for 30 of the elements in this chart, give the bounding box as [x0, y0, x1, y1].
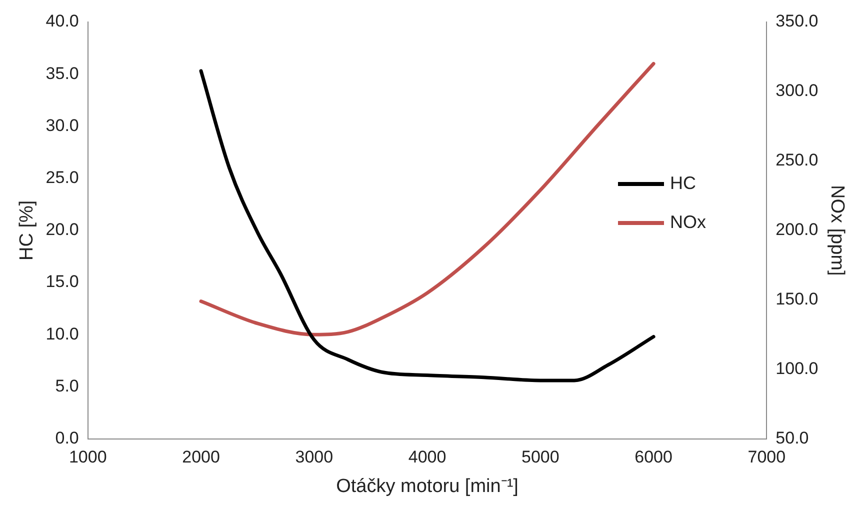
x-tick-label: 3000 — [295, 448, 334, 467]
y-tick-label: 0.0 — [55, 428, 79, 448]
y-axis-title: HC [%] — [16, 200, 38, 260]
y-tick-label: 15.0 — [46, 272, 79, 292]
y-tick-label: 20.0 — [46, 220, 79, 240]
x-tick-label: 6000 — [634, 448, 672, 467]
legend-label: NOx — [670, 212, 706, 233]
y-tick-label: 40.0 — [46, 12, 79, 31]
y-tick-label: 5.0 — [55, 376, 79, 396]
line-series — [199, 69, 656, 382]
y-tick-label: 10.0 — [46, 324, 79, 344]
x-tick-label: 1000 — [68, 448, 107, 467]
x-tick-label: 5000 — [521, 448, 560, 467]
x-tick-label: 2000 — [182, 448, 220, 467]
x-tick-label: 4000 — [408, 448, 446, 467]
y-tick-label: 25.0 — [46, 168, 79, 187]
legend-label: HC — [670, 173, 696, 194]
y2-tick-label: 250.0 — [776, 150, 818, 170]
x-tick-label: 7000 — [748, 448, 786, 467]
y2-tick-label: 100.0 — [776, 359, 818, 378]
y2-tick-label: 150.0 — [776, 290, 818, 309]
line-series — [199, 62, 656, 336]
y2-tick-label: 50.0 — [776, 428, 809, 448]
y-tick-label: 30.0 — [46, 116, 79, 135]
y2-axis-title: NOx [ppm] — [826, 184, 848, 276]
y2-tick-label: 200.0 — [776, 220, 818, 240]
y2-tick-label: 300.0 — [776, 81, 818, 100]
x-axis-title: Otáčky motoru [min⁻¹] — [336, 476, 518, 497]
y-tick-label: 35.0 — [46, 64, 79, 83]
y2-tick-label: 350.0 — [776, 12, 818, 31]
